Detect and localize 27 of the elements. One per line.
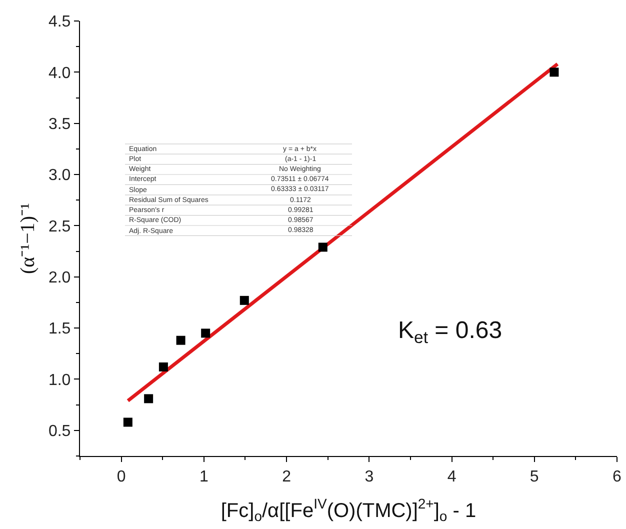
- y-axis-title: (α⁻¹−1)⁻¹: [16, 202, 39, 274]
- annotation: K$_{et}$ = 0.63: [398, 317, 502, 348]
- y-tick-label: 4.5: [48, 14, 71, 31]
- x-tick-label: 0: [116, 468, 126, 486]
- y-tick-label: 0.5: [48, 423, 71, 440]
- y-tick-label: 3.0: [48, 167, 71, 184]
- x-tick-label: 5: [530, 468, 539, 486]
- text: [Fc]$_{o}$/α[[Fe$^{IV}$(O)(TMC)]$^{2+}$]$_{o}$ - 1: [220, 495, 476, 524]
- y-tick-label: 3.5: [48, 116, 71, 133]
- point: [176, 336, 186, 345]
- point: [123, 418, 132, 427]
- y-tick-label: 4.0: [48, 64, 71, 82]
- x-tick-label: 3: [364, 468, 374, 486]
- x-tick-label: 4: [447, 468, 456, 486]
- y-tick-label: 1.0: [48, 372, 71, 389]
- point: [318, 242, 328, 252]
- point: [240, 296, 249, 305]
- y-tick-label: 2.0: [48, 269, 71, 286]
- point: [550, 68, 559, 77]
- point: [144, 394, 154, 404]
- x-tick-label: 6: [612, 468, 622, 486]
- point: [201, 328, 210, 338]
- y-tick-label: 2.5: [48, 218, 71, 236]
- y-tick-label: 1.5: [48, 320, 71, 338]
- x-tick-label: 2: [282, 468, 292, 486]
- point: [158, 362, 168, 372]
- x-tick-label: 1: [199, 468, 208, 486]
